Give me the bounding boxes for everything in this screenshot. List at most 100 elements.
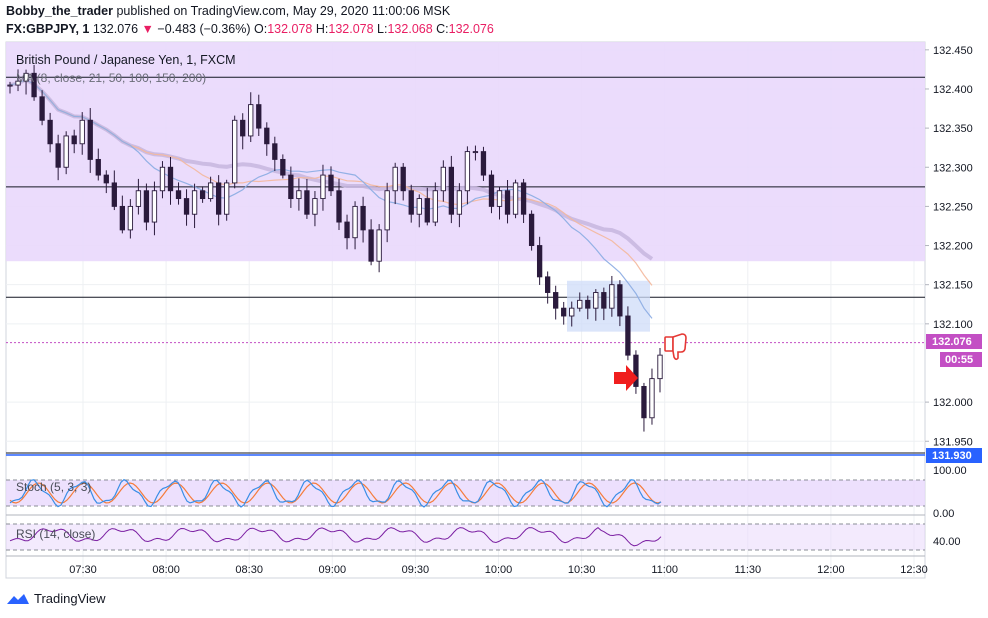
candle-body <box>71 135 77 145</box>
y-tick-label: 132.150 <box>933 280 973 292</box>
candle-body <box>360 205 366 231</box>
ma-legend[interactable]: MA (8, close, 21, 50, 100, 150, 200) <box>16 71 206 85</box>
brand-name[interactable]: TradingView <box>34 591 106 606</box>
x-tick-label: 07:30 <box>69 564 97 576</box>
candle-body <box>416 198 422 215</box>
high-label: H: <box>315 22 329 36</box>
candle-body <box>23 72 29 82</box>
candle-body <box>609 284 615 309</box>
open-value: 132.078 <box>267 22 313 36</box>
candle-body <box>368 229 374 262</box>
candle-body <box>272 143 278 160</box>
candle-body <box>496 190 503 207</box>
candle-body <box>649 378 655 419</box>
candle-body <box>520 182 527 215</box>
candle-body <box>392 166 398 192</box>
stoch-band <box>6 480 925 506</box>
rsi-tick-label: 40.00 <box>933 536 961 548</box>
instrument-legend[interactable]: British Pound / Japanese Yen, 1, FXCM <box>16 53 236 67</box>
countdown-label: 00:55 <box>945 354 973 366</box>
low-value: 132.068 <box>387 22 433 36</box>
candle-body <box>400 166 406 192</box>
change-down-icon: ▼ <box>141 22 154 36</box>
candle-body <box>561 307 567 317</box>
candle-body <box>31 72 37 98</box>
candle-body <box>352 205 358 239</box>
stoch-d-line <box>9 482 662 504</box>
ohlc-line: FX:GBPJPY, 1 132.076 ▼ −0.483 (−0.36%) O… <box>6 22 494 36</box>
candle-body <box>232 119 238 184</box>
candle-body <box>127 205 134 231</box>
y-tick-label: 131.950 <box>933 436 973 448</box>
candle-body <box>159 166 166 192</box>
last-price-label: 132.076 <box>932 336 972 348</box>
stoch-pane: 100.00 0.00 <box>6 465 967 520</box>
candle-body <box>593 292 599 309</box>
candle-body <box>47 119 53 145</box>
y-tick-label: 132.000 <box>933 397 973 409</box>
candle-body <box>504 190 511 215</box>
y-tick-label: 132.450 <box>933 45 973 57</box>
candle-body <box>191 190 198 215</box>
x-tick-label: 08:00 <box>152 564 180 576</box>
candle-body <box>585 299 591 309</box>
candle-body <box>344 221 350 239</box>
y-tick-label: 132.400 <box>933 84 973 96</box>
candle-body <box>39 96 45 121</box>
rsi-legend[interactable]: RSI (14, close) <box>16 527 95 541</box>
y-tick-label: 132.100 <box>933 319 973 331</box>
stoch-tick-label: 0.00 <box>933 508 954 520</box>
symbol: FX:GBPJPY, 1 <box>6 22 90 36</box>
candle-body <box>488 174 495 207</box>
time-axis[interactable]: 07:30 08:00 08:30 09:00 09:30 10:00 10:30 11:00… <box>69 564 928 576</box>
x-tick-label: 09:00 <box>319 564 347 576</box>
candle-body <box>95 158 101 176</box>
candle-body <box>601 292 607 309</box>
candle-body <box>480 151 487 176</box>
rsi-band <box>6 524 925 550</box>
open-label: O: <box>254 22 268 36</box>
candle-body <box>408 190 414 215</box>
candle-body <box>536 245 543 278</box>
publish-line: Bobby_the_trader published on TradingVie… <box>6 4 450 18</box>
candle-body <box>633 354 639 387</box>
candle-body <box>569 307 575 317</box>
candle-body <box>472 151 479 154</box>
x-tick-label: 11:00 <box>651 564 678 576</box>
candle-body <box>320 174 326 200</box>
close-label: C: <box>436 22 449 36</box>
author-name[interactable]: Bobby_the_trader <box>6 4 113 18</box>
candle-body <box>641 386 647 419</box>
candle-body <box>657 354 663 380</box>
candle-body <box>135 190 142 207</box>
x-tick-label: 08:30 <box>235 564 263 576</box>
candle-body <box>280 158 286 176</box>
last-price-label-bg <box>926 334 982 349</box>
candle-body <box>199 190 206 200</box>
candle-body <box>207 182 214 200</box>
candle-body <box>151 190 158 223</box>
candle-body <box>553 292 559 309</box>
candle-body <box>215 182 222 215</box>
candle-body <box>528 213 535 246</box>
candle-body <box>264 127 270 145</box>
candle-body <box>376 229 382 262</box>
red-arrow-icon <box>614 365 638 391</box>
candle-body <box>248 104 254 137</box>
candle-body <box>296 190 302 200</box>
y-tick-label: 132.300 <box>933 162 973 174</box>
candle-body <box>103 174 109 184</box>
candle-body <box>119 205 125 231</box>
countdown-label-bg <box>940 352 982 367</box>
candle-body <box>448 166 455 215</box>
y-tick-label: 132.250 <box>933 201 973 213</box>
high-value: 132.078 <box>328 22 374 36</box>
level-label-bg <box>926 448 982 463</box>
candle-body <box>256 104 262 129</box>
price-axis[interactable]: 132.450 132.400 132.350 132.300 132.250 132.2… <box>925 45 973 448</box>
candle-body <box>79 119 85 145</box>
stoch-legend[interactable]: Stoch (5, 3, 3) <box>16 480 91 494</box>
candle-body <box>512 182 519 215</box>
x-tick-label: 11:30 <box>734 564 761 576</box>
